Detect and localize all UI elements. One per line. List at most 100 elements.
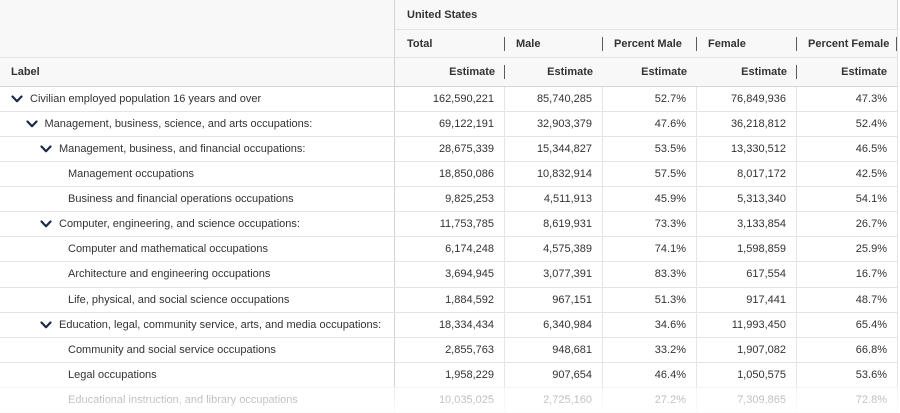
row-label: Life, physical, and social science occup… <box>68 293 290 306</box>
row-label: Legal occupations <box>68 368 157 381</box>
cell-percent-male: 33.2% <box>603 337 697 362</box>
cell-percent-female: 66.8% <box>797 337 898 362</box>
cell-total: 3,694,945 <box>395 262 505 287</box>
cell-female: 7,309,865 <box>697 387 797 412</box>
subheader-estimate-female[interactable]: Estimate <box>697 58 797 87</box>
table-row[interactable]: Legal occupations 1,958,229 907,654 46.4% 1,… <box>0 362 898 388</box>
table-row[interactable]: Computer, engineering, and science occup… <box>0 212 898 238</box>
column-resize-handle[interactable] <box>896 37 897 51</box>
row-label-cell: Computer, engineering, and science occup… <box>0 212 395 237</box>
chevron-down-icon[interactable] <box>40 320 52 329</box>
table-row[interactable]: Life, physical, and social science occup… <box>0 287 898 313</box>
group-header-label: United States <box>407 8 478 21</box>
cell-female: 5,313,340 <box>697 187 797 212</box>
row-label: Management, business, and financial occu… <box>59 143 306 156</box>
table-row[interactable]: Educational instruction, and library occ… <box>0 387 898 413</box>
table-row[interactable]: Architecture and engineering occupations… <box>0 262 898 288</box>
column-header-label: Percent Female <box>808 37 890 50</box>
cell-total: 18,334,434 <box>395 312 505 337</box>
cell-male: 3,077,391 <box>505 262 603 287</box>
column-header-label: Female <box>708 37 746 50</box>
subheader-text: Estimate <box>449 66 495 78</box>
column-resize-handle[interactable] <box>696 37 697 51</box>
row-label: Civilian employed population 16 years an… <box>30 93 262 106</box>
cell-male: 4,511,913 <box>505 187 603 212</box>
column-header-percent-male[interactable]: Percent Male <box>603 30 697 58</box>
column-header-total[interactable]: Total <box>395 30 505 58</box>
column-resize-handle[interactable] <box>504 37 505 51</box>
group-header: United States <box>395 0 898 30</box>
subheader-text: Estimate <box>547 66 593 78</box>
subheader-estimate-percent-male[interactable]: Estimate <box>603 58 697 87</box>
cell-female: 11,993,450 <box>697 312 797 337</box>
row-label: Business and financial operations occupa… <box>68 193 294 206</box>
cell-male: 2,725,160 <box>505 387 603 412</box>
cell-percent-male: 27.2% <box>603 387 697 412</box>
cell-total: 69,122,191 <box>395 112 505 137</box>
table-row[interactable]: Management, business, and financial occu… <box>0 137 898 163</box>
cell-percent-female: 42.5% <box>797 162 898 187</box>
table-row[interactable]: Community and social service occupations… <box>0 337 898 363</box>
cell-female: 8,017,172 <box>697 162 797 187</box>
cell-total: 9,825,253 <box>395 187 505 212</box>
cell-female: 617,554 <box>697 262 797 287</box>
row-label: Educational instruction, and library occ… <box>68 393 298 406</box>
cell-percent-male: 73.3% <box>603 212 697 237</box>
cell-female: 36,218,812 <box>697 112 797 137</box>
cell-female: 1,050,575 <box>697 362 797 387</box>
column-resize-handle[interactable] <box>504 65 505 79</box>
chevron-down-icon[interactable] <box>11 95 23 103</box>
row-label-cell: Management, business, and financial occu… <box>0 137 395 162</box>
subheader-text: Estimate <box>841 66 887 78</box>
cell-percent-male: 51.3% <box>603 287 697 312</box>
row-label-cell: Management occupations <box>0 162 395 187</box>
subheader-text: Estimate <box>641 66 687 78</box>
cell-male: 4,575,389 <box>505 237 603 262</box>
cell-percent-female: 46.5% <box>797 137 898 162</box>
column-resize-handle[interactable] <box>796 65 797 79</box>
subheader-estimate-total[interactable]: Estimate <box>395 58 505 87</box>
cell-female: 3,133,854 <box>697 212 797 237</box>
cell-percent-male: 53.5% <box>603 137 697 162</box>
cell-male: 32,903,379 <box>505 112 603 137</box>
cell-female: 917,441 <box>697 287 797 312</box>
column-header-label-column[interactable]: Label <box>0 58 395 87</box>
row-label-cell: Legal occupations <box>0 362 395 387</box>
column-resize-handle[interactable] <box>796 37 797 51</box>
chevron-down-icon[interactable] <box>40 145 52 153</box>
row-label: Computer and mathematical occupations <box>68 243 268 256</box>
cell-percent-male: 45.9% <box>603 187 697 212</box>
cell-percent-male: 52.7% <box>603 87 697 112</box>
table-row[interactable]: Management, business, science, and arts … <box>0 112 898 138</box>
chevron-down-icon[interactable] <box>25 120 38 128</box>
row-label-cell: Educational instruction, and library occ… <box>0 387 395 412</box>
column-resize-handle[interactable] <box>602 37 603 51</box>
row-label-cell: Business and financial operations occupa… <box>0 187 395 212</box>
row-label: Management occupations <box>68 168 194 181</box>
table-row[interactable]: Civilian employed population 16 years an… <box>0 87 898 113</box>
cell-percent-male: 57.5% <box>603 162 697 187</box>
chevron-down-icon[interactable] <box>40 220 52 228</box>
column-header-percent-female[interactable]: Percent Female <box>797 30 898 58</box>
cell-male: 15,344,827 <box>505 137 603 162</box>
cell-total: 10,035,025 <box>395 387 505 412</box>
cell-percent-female: 48.7% <box>797 287 898 312</box>
cell-male: 85,740,285 <box>505 87 603 112</box>
column-header-female[interactable]: Female <box>697 30 797 58</box>
cell-male: 8,619,931 <box>505 212 603 237</box>
column-header-male[interactable]: Male <box>505 30 603 58</box>
subheader-estimate-male[interactable]: Estimate <box>505 58 603 87</box>
cell-total: 2,855,763 <box>395 337 505 362</box>
table-row[interactable]: Management occupations 18,850,086 10,832,9… <box>0 162 898 188</box>
row-label: Architecture and engineering occupations <box>68 268 271 281</box>
cell-male: 907,654 <box>505 362 603 387</box>
table-row[interactable]: Education, legal, community service, art… <box>0 312 898 338</box>
table-row[interactable]: Business and financial operations occupa… <box>0 187 898 213</box>
cell-male: 6,340,984 <box>505 312 603 337</box>
subheader-estimate-percent-female[interactable]: Estimate <box>797 58 898 87</box>
cell-percent-female: 25.9% <box>797 237 898 262</box>
cell-female: 13,330,512 <box>697 137 797 162</box>
table-row[interactable]: Computer and mathematical occupations 6,1… <box>0 237 898 263</box>
cell-percent-female: 47.3% <box>797 87 898 112</box>
cell-percent-female: 16.7% <box>797 262 898 287</box>
